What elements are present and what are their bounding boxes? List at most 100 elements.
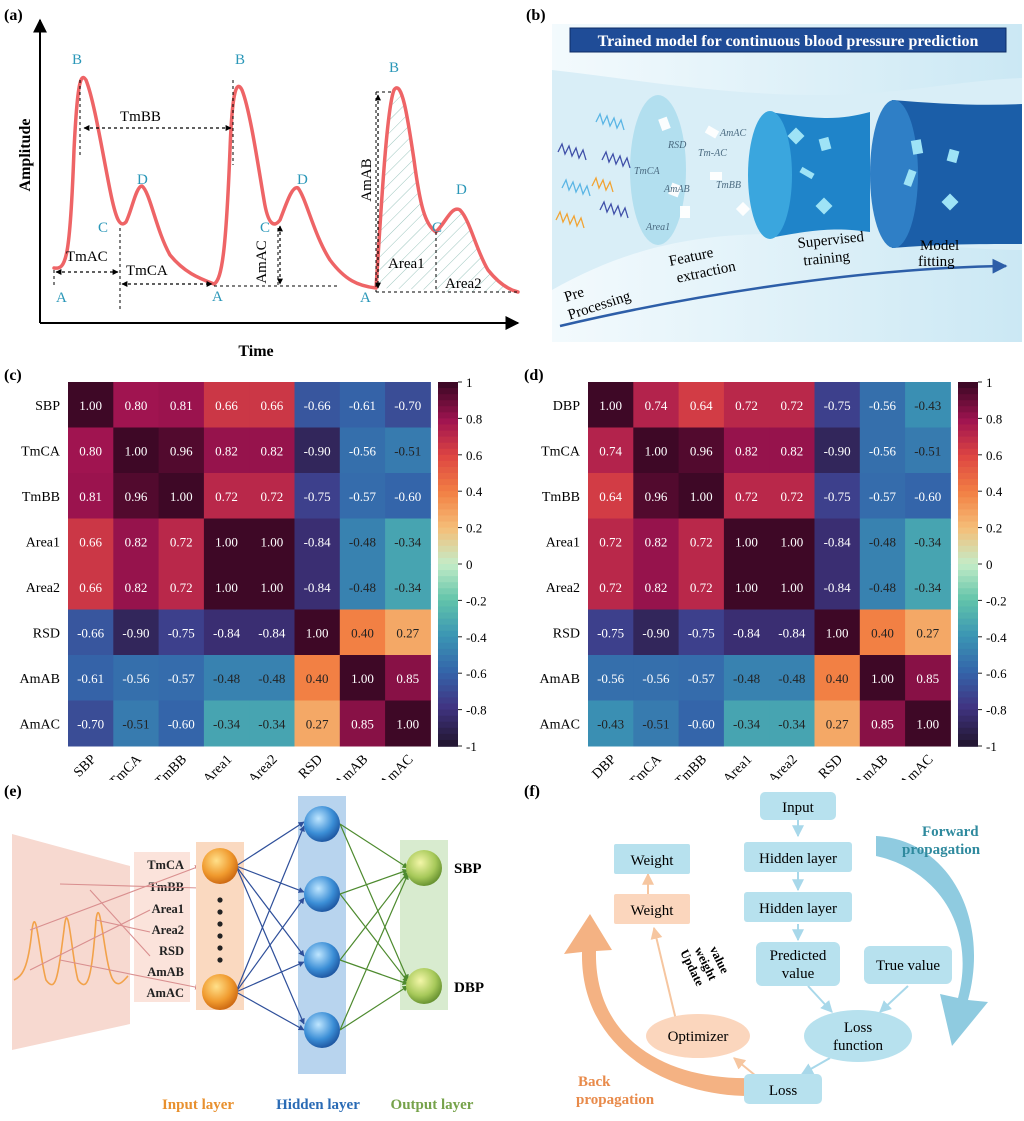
heatmap-c-value: 1.00 (306, 625, 329, 640)
heatmap-d-colorbar-seg (958, 703, 978, 711)
feature-tmbb: TmBB (716, 180, 741, 191)
heatmap-d-colorbar-seg (958, 406, 978, 414)
heatmap-c-value: 0.72 (215, 489, 238, 504)
panel-a-label: (a) (4, 7, 23, 24)
heatmap-d-cell (814, 655, 861, 701)
heatmap-d-value: -0.84 (778, 625, 806, 640)
heatmap-c-cell (203, 609, 250, 656)
heatmap-d-colorbar-seg (958, 400, 978, 408)
heatmap-d-colorbar-seg (958, 655, 978, 662)
node-weight-top-label: Weight (631, 853, 675, 869)
heatmap-c-value: -0.66 (77, 625, 105, 640)
heatmap-d-value: 1.00 (735, 580, 758, 595)
stage-fitting-front (870, 100, 918, 248)
heatmap-c-colorbar-seg (438, 521, 458, 529)
heatmap-c-cell (249, 564, 295, 610)
node-hidden-2-label: Hidden layer (759, 901, 837, 917)
heatmap-c-cell (203, 473, 250, 519)
heatmap-c-value: -0.84 (304, 580, 332, 595)
heatmap-c-value: 0.80 (125, 398, 148, 413)
heatmap-d-col-label: Area2 (766, 752, 801, 780)
heatmap-c-colorbar-seg (438, 430, 458, 438)
forward-line2: propagation (902, 842, 981, 858)
heatmap-c-value: 1.00 (170, 489, 193, 504)
heatmap-d-colorbar-seg (958, 564, 978, 571)
heatmap-d-cell (905, 427, 951, 474)
input-tmca: TmCA (147, 858, 184, 872)
heatmap-c-cell (158, 564, 205, 610)
heatmap-d-colorbar-seg (958, 394, 978, 401)
heatmap-d-col-label: DBP (590, 752, 620, 780)
heatmap-d-colorbar-seg (958, 418, 978, 426)
heatmap-d-cell (859, 518, 906, 565)
heatmap-c-cell (339, 655, 386, 701)
heatmap-c-colorbar-seg (438, 527, 458, 535)
heatmap-d-colorbar-seg (958, 721, 978, 729)
heatmap-d-colorbar-seg (958, 382, 978, 389)
heatmap-c-cell (249, 473, 295, 519)
heatmap-d-cell (769, 564, 815, 610)
heatmap-c-colorbar-seg (438, 733, 458, 741)
node-predicted-label: Predicted value (770, 948, 827, 982)
point-d-3: D (456, 182, 467, 198)
heatmap-c-value: 0.72 (260, 489, 283, 504)
heatmap-d-cell (859, 700, 906, 747)
heatmap-c-cell (113, 655, 160, 701)
output-node-dbp (406, 968, 442, 1004)
area1-region (376, 87, 436, 291)
heatmap-d-row-label: DBP (553, 399, 580, 414)
heatmap-d-colorbar-label: 0.8 (986, 411, 1002, 426)
heatmap-d-colorbar-label: 1 (986, 375, 993, 390)
heatmap-d-colorbar-seg (958, 412, 978, 420)
heatmap-c-cell (113, 609, 160, 656)
heatmap-c-colorbar-seg (438, 594, 458, 602)
heatmap-d-value: 1.00 (871, 671, 894, 686)
heatmap-c-cell (294, 382, 341, 428)
heatmap-d-value: -0.34 (914, 580, 942, 595)
heatmap-c-row-label: TmCA (21, 444, 61, 459)
heatmap-c-colorbar-seg (438, 703, 458, 711)
heatmap-d-colorbar-seg (958, 739, 978, 747)
heatmap-d-cell (678, 518, 725, 565)
heatmap-d-colorbar-seg (958, 606, 978, 614)
tmbb-label: TmBB (120, 109, 161, 125)
heatmap-c-cell (339, 700, 386, 747)
heatmap-c-value: 1.00 (260, 580, 283, 595)
update-weight-label: Updateweightvalue (677, 935, 732, 990)
heatmap-d-row-label: Area2 (546, 581, 580, 596)
heatmap-c-colorbar-seg (438, 642, 458, 650)
heatmap-d-cell (633, 427, 680, 474)
heatmap-d-colorbar-seg (958, 545, 978, 553)
panel-b-title: Trained model for continuous blood press… (598, 33, 979, 50)
heatmap-d-cell (678, 382, 725, 428)
heatmap-c-value: -0.48 (258, 671, 285, 686)
heatmap-d-colorbar-seg (958, 533, 978, 541)
heatmap-c-colorbar-seg (438, 709, 458, 717)
heatmap-c-cell (385, 655, 431, 701)
heatmap-d-row-label: AmAC (540, 717, 580, 732)
heatmap-d-value: 0.72 (780, 398, 803, 413)
feature-amab: AmAB (663, 184, 690, 195)
point-a-1: A (56, 290, 67, 306)
heatmap-c-value: -0.84 (213, 625, 241, 640)
heatmap-c-cell (385, 473, 431, 519)
stage-training-front (748, 111, 792, 239)
heatmap-d-value: 1.00 (599, 398, 622, 413)
heatmap-d-colorbar-seg (958, 600, 978, 608)
heatmap-c-colorbar-seg (438, 667, 458, 674)
step-supervised-training: Supervisedtraining (797, 229, 867, 270)
node-weight-top (614, 844, 690, 874)
heatmap-c-value: 0.66 (79, 580, 102, 595)
heatmap-d-value: -0.90 (824, 443, 851, 458)
heatmap-c-cell (339, 564, 386, 610)
heatmap-c-cell (339, 609, 386, 656)
amac-label: AmAC (254, 240, 270, 283)
heatmap-d-colorbar-seg (958, 430, 978, 438)
heatmap-c-colorbar-seg (438, 418, 458, 426)
heatmap-c-colorbar-seg (438, 721, 458, 729)
heatmap-c-value: 0.81 (79, 489, 102, 504)
heatmap-d-colorbar-seg (958, 557, 978, 565)
heatmap-d-value: -0.57 (869, 489, 897, 504)
heatmap-d-cell (723, 473, 770, 519)
point-d-1: D (137, 172, 148, 188)
